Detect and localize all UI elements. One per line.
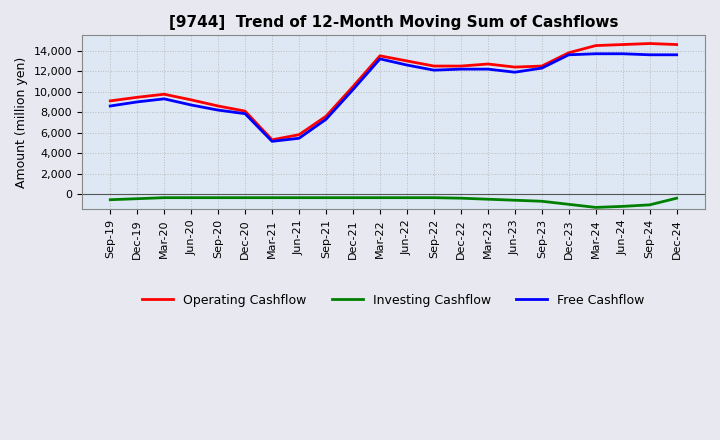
Investing Cashflow: [618, 204, 627, 209]
Investing Cashflow: [591, 205, 600, 210]
Free Cashflow: [645, 52, 654, 58]
Investing Cashflow: [510, 198, 519, 203]
Free Cashflow: [214, 107, 222, 113]
Operating Cashflow: [376, 53, 384, 59]
Investing Cashflow: [186, 195, 195, 200]
Investing Cashflow: [294, 195, 303, 200]
Operating Cashflow: [645, 41, 654, 46]
Free Cashflow: [240, 111, 249, 116]
Operating Cashflow: [430, 63, 438, 69]
Operating Cashflow: [106, 98, 114, 103]
Free Cashflow: [402, 62, 411, 68]
Operating Cashflow: [456, 63, 465, 69]
Free Cashflow: [133, 99, 142, 105]
Operating Cashflow: [618, 42, 627, 47]
Line: Investing Cashflow: Investing Cashflow: [110, 198, 677, 207]
Operating Cashflow: [510, 64, 519, 70]
Investing Cashflow: [538, 198, 546, 204]
Operating Cashflow: [214, 103, 222, 109]
Investing Cashflow: [322, 195, 330, 200]
Y-axis label: Amount (million yen): Amount (million yen): [15, 57, 28, 188]
Operating Cashflow: [160, 92, 168, 97]
Legend: Operating Cashflow, Investing Cashflow, Free Cashflow: Operating Cashflow, Investing Cashflow, …: [137, 289, 649, 312]
Investing Cashflow: [376, 195, 384, 200]
Free Cashflow: [430, 67, 438, 73]
Investing Cashflow: [348, 195, 357, 200]
Operating Cashflow: [591, 43, 600, 48]
Investing Cashflow: [268, 195, 276, 200]
Title: [9744]  Trend of 12-Month Moving Sum of Cashflows: [9744] Trend of 12-Month Moving Sum of C…: [168, 15, 618, 30]
Operating Cashflow: [564, 50, 573, 55]
Operating Cashflow: [186, 97, 195, 103]
Operating Cashflow: [133, 95, 142, 100]
Free Cashflow: [160, 96, 168, 102]
Investing Cashflow: [564, 202, 573, 207]
Free Cashflow: [294, 136, 303, 141]
Investing Cashflow: [106, 197, 114, 202]
Investing Cashflow: [133, 196, 142, 202]
Investing Cashflow: [456, 195, 465, 201]
Operating Cashflow: [268, 137, 276, 143]
Free Cashflow: [538, 66, 546, 71]
Free Cashflow: [456, 66, 465, 72]
Investing Cashflow: [214, 195, 222, 200]
Investing Cashflow: [430, 195, 438, 200]
Operating Cashflow: [294, 132, 303, 137]
Free Cashflow: [106, 103, 114, 109]
Free Cashflow: [564, 52, 573, 58]
Free Cashflow: [186, 103, 195, 108]
Investing Cashflow: [402, 195, 411, 200]
Investing Cashflow: [484, 197, 492, 202]
Free Cashflow: [484, 66, 492, 72]
Investing Cashflow: [672, 195, 681, 201]
Free Cashflow: [510, 70, 519, 75]
Investing Cashflow: [240, 195, 249, 200]
Free Cashflow: [348, 87, 357, 92]
Free Cashflow: [268, 139, 276, 144]
Operating Cashflow: [348, 84, 357, 89]
Operating Cashflow: [240, 109, 249, 114]
Operating Cashflow: [538, 63, 546, 69]
Investing Cashflow: [645, 202, 654, 208]
Operating Cashflow: [672, 42, 681, 47]
Free Cashflow: [376, 56, 384, 62]
Investing Cashflow: [160, 195, 168, 200]
Operating Cashflow: [484, 61, 492, 66]
Line: Operating Cashflow: Operating Cashflow: [110, 44, 677, 140]
Free Cashflow: [322, 117, 330, 122]
Operating Cashflow: [402, 58, 411, 63]
Free Cashflow: [618, 51, 627, 56]
Free Cashflow: [591, 51, 600, 56]
Line: Free Cashflow: Free Cashflow: [110, 54, 677, 141]
Operating Cashflow: [322, 114, 330, 119]
Free Cashflow: [672, 52, 681, 58]
